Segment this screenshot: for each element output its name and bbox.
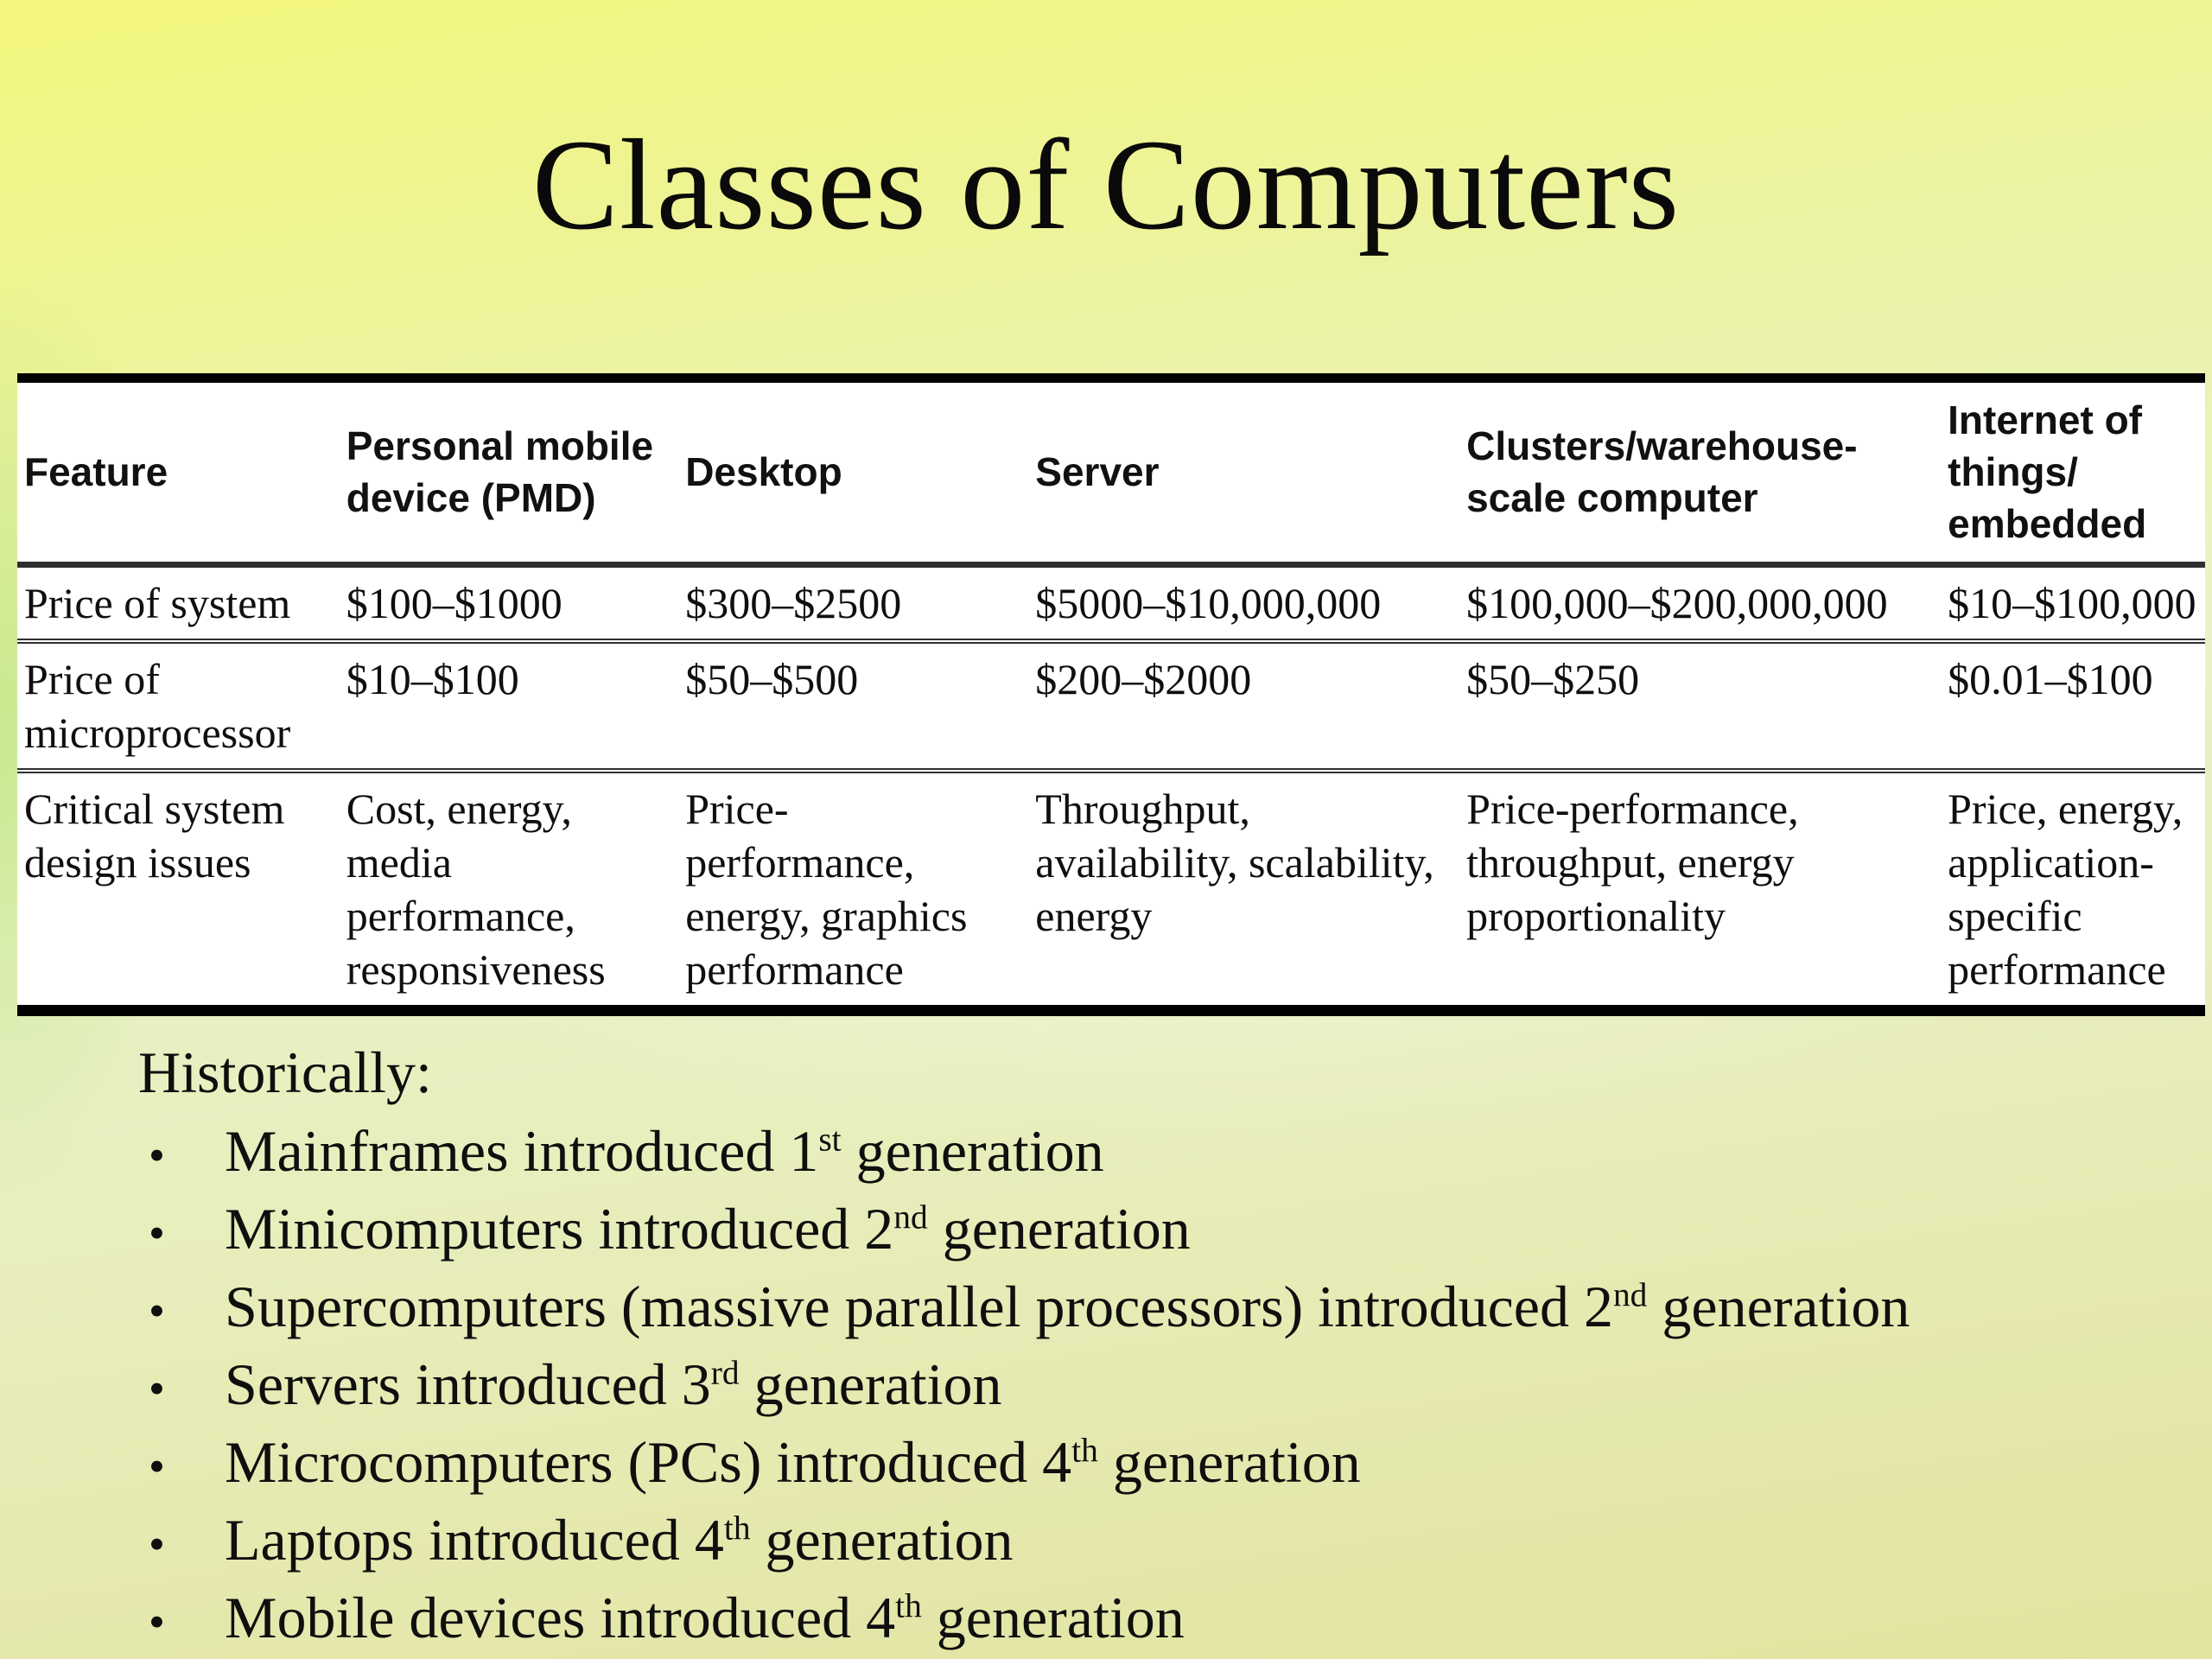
cell-clusters: Price-performance, throughput, energy pr…	[1461, 768, 1943, 1011]
column-header-clusters: Clusters/warehouse-scale computer	[1461, 378, 1943, 569]
bullet-text: Laptops introduced 4th generation	[225, 1507, 1014, 1573]
table-row: Critical system design issues Cost, ener…	[17, 768, 2205, 1011]
column-header-feature: Feature	[17, 378, 341, 569]
history-item: • Servers introduced 3rd generation	[138, 1348, 2177, 1426]
bullet-icon: •	[149, 1285, 165, 1337]
cell-desktop: $50–$500	[680, 639, 1031, 772]
cell-iot: Price, energy, application-specific perf…	[1942, 768, 2205, 1011]
history-item: • Supercomputers (massive parallel proce…	[138, 1270, 2177, 1348]
bullet-icon: •	[149, 1440, 165, 1492]
bullet-text: Minicomputers introduced 2nd generation	[225, 1196, 1191, 1262]
table-header-row: Feature Personal mobile device (PMD) Des…	[17, 378, 2205, 569]
history-list: • Mainframes introduced 1st generation •…	[138, 1115, 2177, 1659]
column-header-server: Server	[1030, 378, 1462, 569]
cell-feature: Critical system design issues	[17, 768, 341, 1011]
cell-pmd: $100–$1000	[346, 579, 563, 628]
computer-classes-table: Feature Personal mobile device (PMD) Des…	[17, 373, 2205, 1017]
cell-pmd: $10–$100	[340, 639, 681, 772]
cell-iot: $0.01–$100	[1942, 639, 2205, 772]
cell-server: $5000–$10,000,000	[1035, 579, 1382, 628]
cell-server: Throughput, availability, scalability, e…	[1030, 768, 1462, 1011]
cell-desktop: Price-performance, energy, graphics perf…	[680, 768, 1031, 1011]
bullet-text: Mainframes introduced 1st generation	[225, 1118, 1104, 1184]
bullet-text: Supercomputers (massive parallel process…	[225, 1274, 1910, 1339]
table-row: Price of microprocessor $10–$100 $50–$50…	[17, 639, 2205, 772]
history-heading: Historically:	[138, 1039, 432, 1105]
history-item: • Laptops introduced 4th generation	[138, 1503, 2177, 1581]
cell-feature: Price of system	[24, 579, 291, 628]
history-item: • Mainframes introduced 1st generation	[138, 1115, 2177, 1192]
column-header-iot: Internet of things/ embedded	[1942, 378, 2205, 569]
history-item: • Minicomputers introduced 2nd generatio…	[138, 1192, 2177, 1270]
history-item: • Mobile devices introduced 4th generati…	[138, 1581, 2177, 1659]
column-header-desktop: Desktop	[680, 378, 1031, 569]
cell-feature: Price of microprocessor	[17, 639, 341, 772]
table-row: Price of system $100–$1000 $300–$2500 $5…	[17, 565, 2205, 642]
cell-clusters: $50–$250	[1461, 639, 1943, 772]
page-title: Classes of Computers	[531, 113, 1681, 257]
bullet-icon: •	[149, 1596, 165, 1648]
bullet-icon: •	[149, 1129, 165, 1181]
bullet-icon: •	[149, 1207, 165, 1259]
cell-desktop: $300–$2500	[685, 579, 902, 628]
history-section: Historically: • Mainframes introduced 1s…	[138, 1035, 2177, 1659]
column-header-pmd: Personal mobile device (PMD)	[340, 378, 681, 569]
cell-clusters: $100,000–$200,000,000	[1466, 579, 1888, 628]
cell-server: $200–$2000	[1030, 639, 1462, 772]
cell-pmd: Cost, energy, media performance, respons…	[340, 768, 681, 1011]
cell-iot: $10–$100,000	[1948, 579, 2196, 628]
bullet-text: Mobile devices introduced 4th generation	[225, 1585, 1185, 1650]
bullet-icon: •	[149, 1363, 165, 1414]
bullet-text: Servers introduced 3rd generation	[225, 1351, 1002, 1417]
bullet-icon: •	[149, 1518, 165, 1570]
history-item: • Microcomputers (PCs) introduced 4th ge…	[138, 1426, 2177, 1503]
bullet-text: Microcomputers (PCs) introduced 4th gene…	[225, 1429, 1361, 1495]
